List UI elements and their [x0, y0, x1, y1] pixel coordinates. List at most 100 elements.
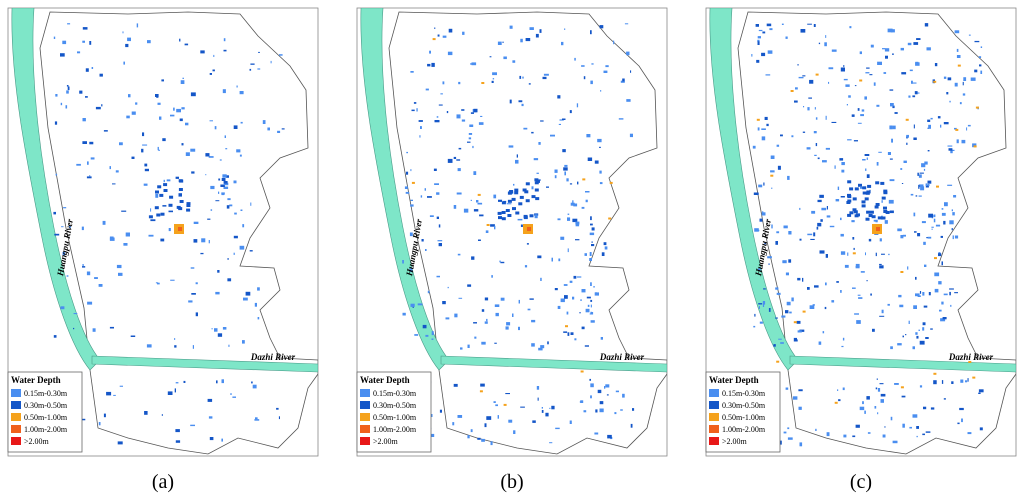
- flood-patch: [160, 238, 165, 242]
- flood-patch: [755, 24, 759, 27]
- flood-patch: [468, 133, 473, 135]
- flood-patch: [892, 125, 896, 130]
- flood-patch: [978, 389, 984, 393]
- flood-patch: [521, 103, 524, 107]
- flood-patch: [520, 224, 523, 227]
- flood-patch: [591, 63, 594, 65]
- flood-patch: [439, 409, 442, 413]
- flood-patch: [209, 120, 213, 122]
- flood-patch: [590, 320, 595, 323]
- flood-patch: [66, 275, 69, 277]
- flood-patch: [777, 165, 781, 170]
- flood-patch: [757, 268, 761, 271]
- flood-patch: [966, 127, 968, 131]
- flood-patch: [911, 80, 913, 84]
- flood-patch: [584, 345, 589, 347]
- flood-patch: [458, 81, 461, 85]
- flood-patch: [770, 155, 775, 159]
- flood-patch: [865, 252, 866, 256]
- flood-patch: [840, 196, 845, 198]
- flood-patch: [528, 83, 531, 85]
- flood-patch: [806, 147, 811, 150]
- flood-patch: [159, 193, 164, 197]
- flood-patch: [176, 108, 181, 113]
- flood-patch: [879, 263, 882, 265]
- flood-patch: [933, 372, 937, 375]
- flood-patch: [564, 28, 566, 30]
- flood-patch: [972, 376, 976, 379]
- flood-patch: [811, 210, 816, 214]
- flood-patch: [141, 148, 144, 153]
- flood-patch: [554, 175, 557, 179]
- flood-patch: [436, 216, 439, 219]
- flood-patch: [926, 47, 931, 51]
- flood-patch: [589, 313, 591, 315]
- flood-patch: [174, 345, 177, 348]
- flood-patch: [540, 120, 544, 122]
- flood-patch: [951, 228, 953, 231]
- flood-patch: [81, 226, 84, 231]
- flood-patch: [825, 35, 827, 38]
- flood-patch: [907, 266, 909, 270]
- flood-patch: [852, 208, 857, 212]
- flood-patch: [883, 191, 888, 195]
- flood-patch: [883, 189, 888, 193]
- flood-patch: [882, 434, 886, 438]
- flood-patch: [758, 303, 763, 305]
- flood-patch: [916, 435, 918, 438]
- flood-patch: [825, 115, 827, 120]
- flood-patch: [563, 167, 568, 171]
- flood-patch: [190, 148, 196, 152]
- flood-patch: [456, 159, 461, 161]
- flood-patch: [569, 280, 573, 283]
- flood-patch: [481, 309, 485, 312]
- flood-patch: [520, 406, 525, 408]
- flood-patch: [862, 159, 866, 161]
- flood-patch: [573, 275, 577, 279]
- flood-patch: [476, 200, 479, 203]
- flood-patch: [436, 116, 439, 118]
- flood-patch: [143, 183, 148, 186]
- flood-patch: [538, 347, 543, 351]
- flood-patch: [442, 301, 446, 305]
- flood-patch: [776, 360, 780, 363]
- flood-patch: [495, 312, 499, 317]
- flood-patch: [919, 172, 924, 174]
- flood-patch: [866, 67, 870, 69]
- flood-patch: [492, 72, 497, 76]
- flood-patch: [468, 137, 472, 140]
- flood-patch: [214, 126, 217, 130]
- flood-patch: [563, 284, 568, 286]
- flood-patch: [252, 384, 257, 389]
- flood-patch: [957, 64, 961, 67]
- legend-swatch: [11, 413, 21, 421]
- flood-patch: [912, 82, 917, 84]
- flood-patch: [887, 152, 891, 155]
- flood-patch: [902, 423, 905, 428]
- flood-patch: [967, 378, 969, 382]
- flood-patch: [240, 209, 243, 211]
- flood-patch: [405, 191, 410, 194]
- flood-patch: [221, 192, 225, 196]
- flood-patch: [471, 62, 477, 66]
- flood-patch: [233, 235, 238, 239]
- flood-patch: [53, 36, 56, 39]
- flood-patch: [935, 224, 941, 227]
- flood-patch: [185, 122, 189, 126]
- flood-patch: [142, 144, 148, 146]
- flood-patch: [135, 102, 138, 105]
- flood-patch: [585, 191, 590, 193]
- legend-label: >2.00m: [373, 437, 399, 446]
- flood-patch: [236, 85, 238, 88]
- flood-patch: [888, 253, 890, 256]
- flood-patch: [815, 73, 819, 76]
- flood-patch: [144, 163, 148, 167]
- flood-patch: [257, 68, 261, 70]
- legend-swatch: [360, 389, 370, 397]
- flood-patch: [581, 289, 586, 293]
- flood-patch: [130, 335, 136, 337]
- flood-patch: [775, 317, 778, 319]
- flood-patch: [461, 109, 465, 111]
- flood-patch: [768, 308, 771, 312]
